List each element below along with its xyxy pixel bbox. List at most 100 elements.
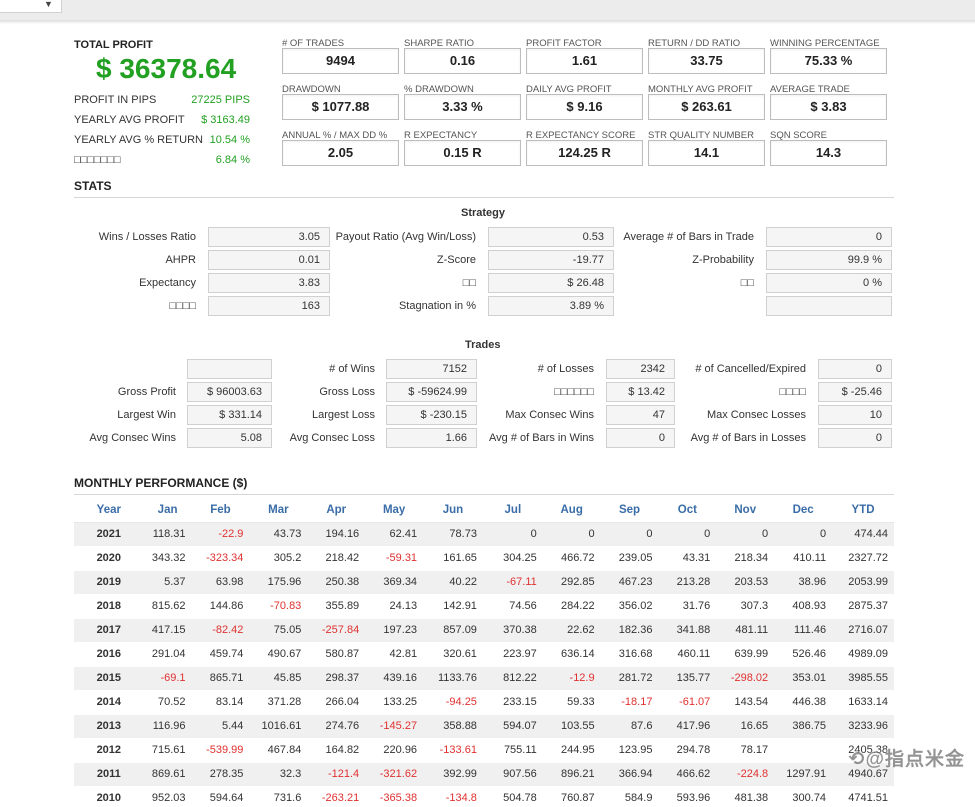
month-value-cell: 467.23 — [600, 569, 659, 594]
month-value-cell: 300.74 — [774, 785, 833, 807]
month-value-cell: 417.96 — [658, 713, 717, 738]
trade-stat-label: # of Losses — [537, 363, 594, 375]
stat-value-field: -19.77 — [488, 250, 614, 270]
month-value-cell: 182.36 — [600, 617, 659, 642]
summary-row: PROFIT IN PIPS 27225 PIPS — [74, 94, 250, 110]
metric-card: AVERAGE TRADE $ 3.83 — [770, 84, 888, 128]
total-profit-value: $ 36378.64 — [96, 53, 237, 84]
year-cell: 2014 — [74, 689, 144, 714]
month-value-cell: 410.11 — [774, 545, 833, 570]
view-dropdown[interactable]: ▼ — [0, 0, 62, 13]
trade-stat-value-field: $ -25.46 — [818, 382, 892, 402]
month-value-cell: 42.81 — [365, 641, 424, 666]
month-value-cell: 250.38 — [307, 569, 366, 594]
month-value-cell: 907.56 — [482, 761, 543, 786]
month-value-cell: 0 — [658, 521, 717, 546]
year-cell: 2010 — [74, 785, 144, 807]
month-value-cell: -133.61 — [423, 737, 483, 762]
month-value-cell: 4741.51 — [832, 785, 894, 807]
metric-card: MONTHLY AVG PROFIT $ 263.61 — [648, 84, 766, 128]
trade-stat-label: Max Consec Wins — [505, 409, 594, 421]
month-value-cell: -539.99 — [191, 737, 250, 762]
metric-value-box: $ 9.16 — [526, 94, 643, 120]
month-value-cell: 24.13 — [365, 593, 424, 618]
stats-divider — [74, 197, 894, 198]
summary-row: YEARLY AVG PROFIT $ 3163.49 — [74, 114, 250, 130]
column-header: Sep — [600, 498, 659, 523]
trade-stat-value-field: $ 13.42 — [606, 382, 675, 402]
month-value-cell: 75.05 — [249, 617, 308, 642]
month-value-cell: 481.11 — [716, 617, 775, 642]
metric-card: WINNING PERCENTAGE 75.33 % — [770, 38, 888, 82]
month-value-cell: 526.46 — [774, 641, 833, 666]
metric-label: DAILY AVG PROFIT — [526, 84, 612, 95]
year-cell: 2012 — [74, 737, 144, 762]
month-value-cell: 316.68 — [600, 641, 659, 666]
summary-value: 6.84 % — [215, 154, 250, 166]
table-row: 2021 118.31 -22.9 43.73 194.16 62.41 78.73 0 0 0 0… — [74, 521, 894, 546]
stat-label: Stagnation in % — [398, 300, 476, 312]
month-value-cell: 292.85 — [542, 569, 601, 594]
metric-value-box: 124.25 R — [526, 140, 643, 166]
stat-value-field: 3.05 — [208, 227, 330, 247]
month-value-cell: 1016.61 — [249, 713, 308, 738]
month-value-cell: 2053.99 — [832, 569, 894, 594]
metric-card: SHARPE RATIO 0.16 — [404, 38, 522, 82]
year-cell: 2019 — [74, 569, 144, 594]
metric-value-box: 14.1 — [648, 140, 765, 166]
month-value-cell: 1297.91 — [774, 761, 833, 786]
stat-value-field: 3.89 % — [488, 296, 614, 316]
stat-value-field: 0 % — [766, 273, 892, 293]
month-value-cell: -94.25 — [423, 689, 483, 714]
metric-value-box: 33.75 — [648, 48, 765, 74]
summary-value: 27225 PIPS — [191, 94, 250, 106]
month-value-cell: 40.22 — [423, 569, 483, 594]
month-value-cell: 366.94 — [600, 761, 659, 786]
month-value-cell: 639.99 — [716, 641, 775, 666]
top-toolbar: ▼ — [0, 0, 975, 24]
month-value-cell: 78.17 — [716, 737, 775, 762]
month-value-cell: 353.01 — [774, 665, 833, 690]
dropdown-arrow-icon[interactable]: ▼ — [44, 0, 53, 9]
monthly-title: MONTHLY PERFORMANCE ($) — [74, 476, 248, 490]
trade-stat-value-field: 7152 — [386, 359, 477, 379]
month-value-cell: 144.86 — [191, 593, 250, 618]
metric-value-box: 75.33 % — [770, 48, 887, 74]
trade-stat-label: Gross Loss — [319, 386, 375, 398]
month-value-cell: -263.21 — [307, 785, 366, 807]
year-cell: 2021 — [74, 521, 144, 546]
metric-label: MONTHLY AVG PROFIT — [648, 84, 753, 95]
month-value-cell: 755.11 — [482, 737, 543, 762]
metric-value-box: $ 263.61 — [648, 94, 765, 120]
table-row: 2018 815.62 144.86 -70.83 355.89 24.13 142.91 7… — [74, 593, 894, 618]
month-value-cell: 490.67 — [249, 641, 308, 666]
trade-stat-label: Largest Loss — [312, 409, 375, 421]
month-value-cell: 164.82 — [307, 737, 366, 762]
year-cell: 2015 — [74, 665, 144, 690]
month-value-cell: 2405.38 — [832, 737, 894, 762]
month-value-cell: 291.04 — [143, 641, 192, 666]
column-header: YTD — [832, 498, 894, 523]
metric-card: STR QUALITY NUMBER 14.1 — [648, 130, 766, 174]
stat-value-field — [766, 296, 892, 316]
month-value-cell: 213.28 — [658, 569, 717, 594]
month-value-cell: 203.53 — [716, 569, 775, 594]
column-header: Apr — [307, 498, 366, 523]
metric-label: WINNING PERCENTAGE — [770, 38, 880, 49]
month-value-cell: 298.37 — [307, 665, 366, 690]
month-value-cell: 636.14 — [542, 641, 601, 666]
trade-stat-value-field: 0 — [818, 428, 892, 448]
month-value-cell: 408.93 — [774, 593, 833, 618]
month-value-cell: 103.55 — [542, 713, 601, 738]
table-row: 2019 5.37 63.98 175.96 250.38 369.34 40.22 -67.… — [74, 569, 894, 594]
year-cell: 2016 — [74, 641, 144, 666]
metric-card: ANNUAL % / MAX DD % 2.05 — [282, 130, 400, 174]
monthly-divider — [74, 494, 894, 495]
month-value-cell: 865.71 — [191, 665, 250, 690]
metric-value-box: 0.16 — [404, 48, 521, 74]
month-value-cell: 32.3 — [249, 761, 308, 786]
month-value-cell: 223.97 — [482, 641, 543, 666]
month-value-cell: 857.09 — [423, 617, 483, 642]
metric-label: AVERAGE TRADE — [770, 84, 850, 95]
month-value-cell: 343.32 — [143, 545, 192, 570]
